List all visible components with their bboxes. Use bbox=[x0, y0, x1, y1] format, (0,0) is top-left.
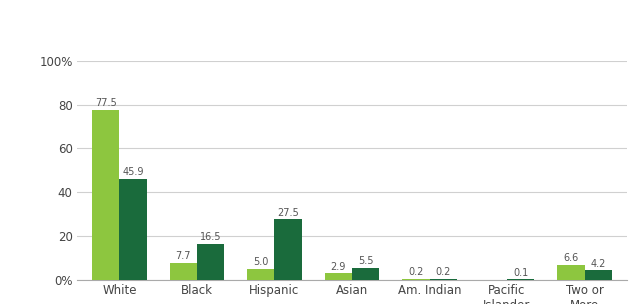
Text: 5.0: 5.0 bbox=[253, 257, 269, 267]
Text: 27.5: 27.5 bbox=[277, 208, 299, 218]
Bar bbox=[275, 219, 301, 280]
Text: 2.9: 2.9 bbox=[331, 261, 346, 271]
Text: 7.7: 7.7 bbox=[175, 251, 191, 261]
Text: 6.6: 6.6 bbox=[563, 254, 579, 264]
Text: 0.2: 0.2 bbox=[408, 268, 424, 278]
Bar bbox=[325, 273, 352, 280]
Bar bbox=[584, 271, 612, 280]
Bar bbox=[197, 244, 224, 280]
Text: 4.2: 4.2 bbox=[591, 259, 606, 269]
Bar bbox=[403, 279, 429, 280]
Bar bbox=[247, 269, 275, 280]
Text: 45.9: 45.9 bbox=[122, 168, 144, 178]
Bar bbox=[352, 268, 379, 280]
Bar bbox=[92, 110, 120, 280]
Text: 5.5: 5.5 bbox=[358, 256, 373, 266]
Text: 16.5: 16.5 bbox=[200, 232, 221, 242]
Text: 77.5: 77.5 bbox=[95, 98, 116, 108]
Text: 0.1: 0.1 bbox=[513, 268, 528, 278]
Bar bbox=[170, 263, 197, 280]
Text: 0.2: 0.2 bbox=[435, 268, 451, 278]
Bar bbox=[429, 279, 457, 280]
Bar bbox=[557, 265, 584, 280]
Bar bbox=[120, 179, 147, 280]
